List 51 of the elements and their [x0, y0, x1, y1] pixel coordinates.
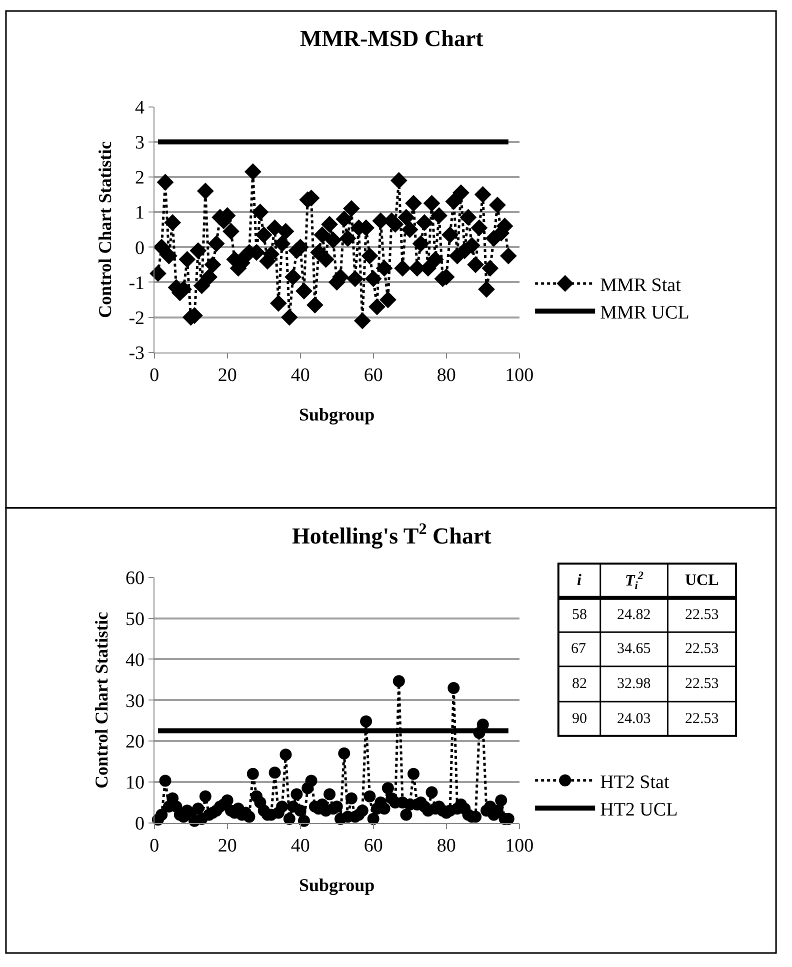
x-tick-label: 60 [364, 365, 383, 386]
text: 67 [571, 641, 586, 657]
text: 82 [572, 676, 587, 692]
y-tick-label: 50 [126, 608, 145, 630]
y-tick-label: -1 [128, 272, 145, 294]
text: 32.98 [617, 676, 651, 692]
x-axis-title: Subgroup [298, 404, 375, 424]
x-tick-label: 40 [290, 365, 310, 386]
y-tick-label: 4 [135, 97, 146, 118]
text: 22.53 [685, 676, 719, 692]
chart-title: Hotelling's T$^{2}$ Chart [292, 521, 492, 550]
y-tick-label: 10 [126, 772, 145, 794]
text: UCL [685, 572, 719, 589]
x-tick-label: 20 [218, 365, 237, 386]
y-axis-title: Control Chart Statistic [94, 141, 115, 318]
y-tick-label: -3 [128, 343, 145, 364]
x-tick-label: 100 [505, 836, 534, 857]
text: 22.53 [685, 711, 719, 727]
text: 22.53 [685, 641, 719, 657]
legend-label: HT2 Stat [600, 772, 670, 793]
x-tick-label: 20 [218, 836, 237, 857]
y-tick-label: 1 [135, 202, 145, 224]
text: 90 [572, 711, 587, 727]
text: 24.82 [617, 607, 651, 623]
y-tick-label: 2 [135, 168, 145, 189]
x-tick-label: 80 [436, 836, 456, 857]
legend-label: MMR UCL [600, 302, 690, 324]
x-axis-title: Subgroup [298, 874, 375, 895]
y-tick-label: 3 [135, 132, 145, 154]
y-tick-label: 60 [126, 568, 145, 590]
x-tick-label: 80 [436, 365, 456, 386]
chart-title: MMR-MSD Chart [300, 26, 484, 51]
legend-label: MMR Stat [600, 274, 682, 296]
text: 22.53 [685, 607, 719, 623]
y-tick-label: 0 [135, 814, 145, 835]
x-tick-label: 0 [150, 365, 160, 386]
y-tick-label: -2 [128, 308, 145, 329]
text: i [577, 572, 582, 589]
y-tick-label: 40 [126, 650, 145, 671]
text: 24.03 [617, 711, 651, 727]
y-tick-label: 20 [126, 732, 145, 753]
x-tick-label: 60 [364, 836, 383, 857]
x-tick-label: 0 [150, 836, 160, 857]
text: 34.65 [617, 641, 651, 657]
legend-label: HT2 UCL [600, 800, 678, 821]
y-axis-title: Control Chart Statistic [92, 612, 112, 788]
x-tick-label: 100 [505, 365, 534, 386]
y-tick-label: 0 [135, 238, 145, 259]
text: 58 [572, 607, 587, 623]
x-tick-label: 40 [290, 836, 310, 857]
y-tick-label: 30 [126, 690, 145, 712]
